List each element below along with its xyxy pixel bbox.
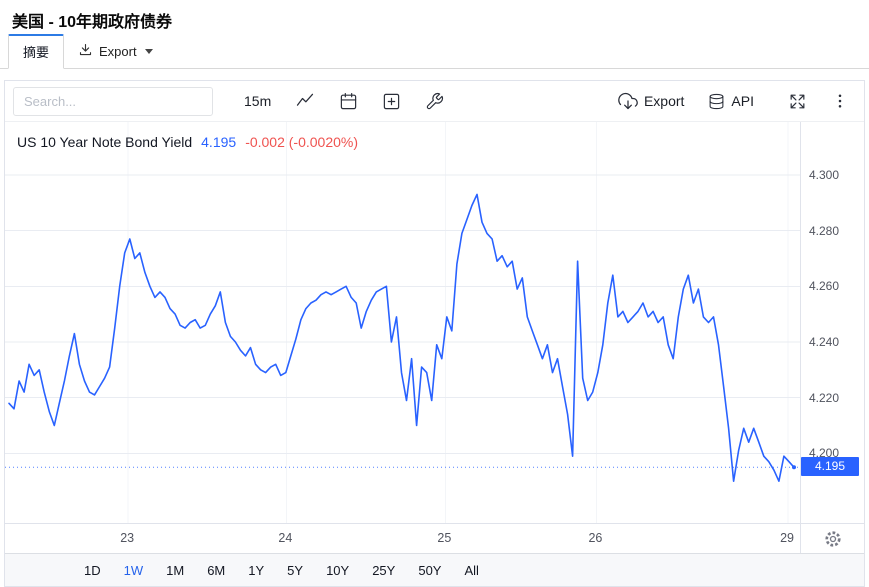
search-input[interactable] <box>13 86 213 116</box>
line-chart-icon <box>295 91 315 111</box>
cloud-download-icon <box>618 91 638 111</box>
time-axis-label: 25 <box>437 531 452 545</box>
download-icon <box>78 42 93 60</box>
chart-style-button[interactable] <box>288 85 322 117</box>
price-axis[interactable]: 4.195 4.300 4.280 4.260 4.240 4.220 4.200 <box>800 122 864 523</box>
range-button-10y[interactable]: 10Y <box>315 558 360 583</box>
price-axis-label: 4.200 <box>809 446 840 461</box>
price-axis-label: 4.260 <box>809 279 840 294</box>
price-change: -0.002 (-0.0020%) <box>245 134 359 150</box>
fullscreen-button[interactable] <box>781 86 814 117</box>
indicators-button[interactable] <box>418 86 451 117</box>
export-dropdown[interactable]: Export <box>64 42 167 68</box>
export-button[interactable]: Export <box>611 85 691 117</box>
time-axis-label: 26 <box>588 531 603 545</box>
range-button-1m[interactable]: 1M <box>155 558 195 583</box>
price-axis-label: 4.280 <box>809 223 840 238</box>
tab-bar: 摘要 Export <box>0 34 869 69</box>
range-button-all[interactable]: All <box>453 558 489 583</box>
tab-summary[interactable]: 摘要 <box>8 34 65 69</box>
range-button-6m[interactable]: 6M <box>196 558 236 583</box>
range-button-1d[interactable]: 1D <box>73 558 112 583</box>
price-line-chart <box>5 122 800 523</box>
series-title: US 10 Year Note Bond Yield <box>17 134 193 150</box>
price-axis-label: 4.300 <box>809 167 840 182</box>
api-button[interactable]: API <box>701 87 761 116</box>
chart-widget: 15m <box>4 80 865 587</box>
chart-legend: US 10 Year Note Bond Yield 4.195 -0.002 … <box>17 134 358 150</box>
add-plus-icon <box>382 92 401 111</box>
axis-corner <box>800 524 864 553</box>
vertical-dots-icon <box>831 92 849 110</box>
calendar-icon <box>339 92 358 111</box>
chart-row: US 10 Year Note Bond Yield 4.195 -0.002 … <box>5 122 864 523</box>
chart-plot[interactable]: US 10 Year Note Bond Yield 4.195 -0.002 … <box>5 122 800 523</box>
range-button-25y[interactable]: 25Y <box>361 558 406 583</box>
chart-toolbar: 15m <box>5 81 864 122</box>
range-button-5y[interactable]: 5Y <box>276 558 314 583</box>
time-axis-label: 23 <box>120 531 135 545</box>
settings-gear-icon[interactable] <box>823 529 843 549</box>
time-axis[interactable]: 23 24 25 26 29 <box>5 524 800 553</box>
price-axis-label: 4.220 <box>809 390 840 405</box>
range-button-1y[interactable]: 1Y <box>237 558 275 583</box>
time-axis-row: 23 24 25 26 29 <box>5 523 864 553</box>
tab-summary-label: 摘要 <box>23 45 50 60</box>
page-header: 美国 - 10年期政府债券 <box>0 0 869 34</box>
interval-button[interactable]: 15m <box>237 87 278 115</box>
database-icon <box>708 93 725 110</box>
time-axis-label: 24 <box>278 531 293 545</box>
price-axis-label: 4.240 <box>809 334 840 349</box>
export-button-label: Export <box>643 93 685 109</box>
range-button-50y[interactable]: 50Y <box>407 558 452 583</box>
more-menu-button[interactable] <box>824 86 856 116</box>
chart-main: US 10 Year Note Bond Yield 4.195 -0.002 … <box>5 122 864 553</box>
chevron-down-icon <box>144 48 153 54</box>
compare-button[interactable] <box>375 86 408 117</box>
range-button-1w[interactable]: 1W <box>113 558 155 583</box>
last-price-tag: 4.195 <box>801 457 859 477</box>
wrench-icon <box>425 92 444 111</box>
api-button-label: API <box>731 93 754 109</box>
page-title: 美国 - 10年期政府债券 <box>12 14 173 31</box>
date-range-button[interactable] <box>332 86 365 117</box>
fullscreen-expand-icon <box>788 92 807 111</box>
export-dropdown-label: Export <box>99 43 137 59</box>
last-price-value: 4.195 <box>201 134 237 150</box>
range-toolbar: 1D 1W 1M 6M 1Y 5Y 10Y 25Y 50Y All <box>5 553 864 586</box>
time-axis-label: 29 <box>780 531 794 545</box>
